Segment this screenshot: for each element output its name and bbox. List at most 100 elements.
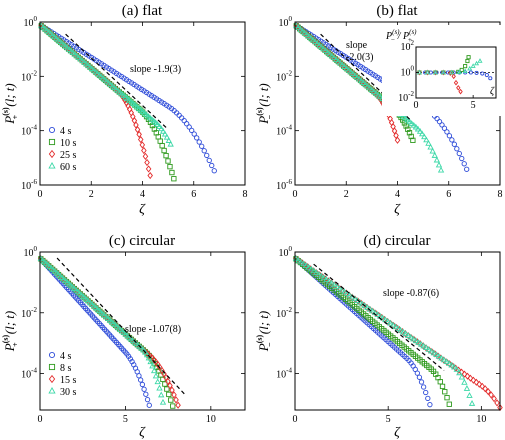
inset-data-point — [468, 70, 473, 75]
data-point — [165, 137, 172, 143]
data-point — [368, 86, 376, 93]
data-point — [170, 403, 176, 409]
data-point — [406, 130, 413, 136]
series-4s — [293, 256, 433, 408]
data-point — [337, 59, 344, 66]
data-point — [204, 152, 210, 159]
data-point — [463, 385, 471, 391]
data-point — [199, 143, 205, 149]
data-point — [338, 286, 346, 293]
data-point — [333, 283, 340, 289]
inset-series-60s — [416, 58, 483, 75]
data-point — [189, 127, 195, 134]
legend-label: 60 s — [60, 162, 77, 173]
data-point — [476, 380, 483, 388]
data-point — [377, 93, 384, 100]
legend-marker — [48, 386, 56, 394]
data-point — [479, 382, 486, 390]
data-point — [166, 391, 172, 398]
y-tick-label: 100 — [279, 15, 293, 29]
data-point — [159, 143, 165, 149]
data-point — [423, 136, 430, 143]
x-tick-label: 0 — [38, 414, 43, 425]
data-point — [427, 402, 433, 408]
data-point — [417, 340, 425, 347]
legend-label: 10 s — [60, 138, 77, 149]
data-point — [159, 398, 167, 405]
data-point — [414, 370, 420, 376]
slope-annotation: slope -0.87(6) — [383, 288, 439, 299]
data-point — [179, 115, 185, 121]
x-tick-label: 2 — [344, 189, 349, 200]
data-point — [173, 396, 179, 404]
data-point — [448, 361, 455, 368]
data-point — [423, 389, 429, 396]
data-point — [341, 63, 348, 69]
data-point — [416, 127, 424, 134]
data-point — [297, 25, 304, 32]
inset-data-point — [458, 88, 463, 95]
data-point — [167, 163, 173, 170]
data-point — [316, 41, 323, 48]
data-point — [356, 75, 363, 82]
y-axis-label: P(s)+(l; t) — [1, 311, 20, 352]
inset-data-point — [462, 68, 468, 73]
x-tick-label: 0 — [38, 189, 43, 200]
inset: 0 5 102 100 10-2 P(s) − / P(s) + ζ — [382, 25, 502, 116]
data-point — [446, 133, 453, 139]
legend-marker — [48, 351, 56, 359]
data-point — [184, 121, 190, 127]
y-axis-label: P(s)−(l; t) — [255, 311, 274, 352]
data-point — [435, 161, 443, 168]
x-tick-label: 8 — [498, 189, 503, 200]
data-point — [175, 401, 181, 409]
data-point — [461, 161, 467, 167]
inset-data-point — [465, 58, 470, 64]
data-point — [343, 64, 350, 71]
panel-title: (c) circular — [109, 233, 175, 249]
data-point — [401, 120, 408, 126]
panel-d: (d) circular 0 5 10 100 10-2 10-4 ζ P(s)−(l; t) s… — [255, 233, 503, 440]
data-point — [302, 262, 310, 268]
data-point — [464, 372, 471, 380]
legend-marker — [48, 138, 56, 146]
inset-data-point — [477, 58, 483, 63]
data-point — [330, 54, 338, 61]
slope-annotation: slope -2.0(3) — [346, 40, 374, 63]
data-point — [393, 131, 399, 140]
inset-data-point — [453, 79, 459, 86]
data-point — [144, 396, 151, 403]
data-point — [464, 166, 470, 172]
y-tick-label: 10-4 — [21, 124, 37, 138]
data-point — [467, 374, 474, 382]
data-point — [167, 382, 173, 390]
data-point — [351, 295, 358, 302]
series-30s — [37, 255, 167, 405]
data-point — [143, 391, 149, 397]
data-point — [158, 391, 165, 398]
inset-data-point — [470, 63, 476, 68]
data-point — [414, 125, 422, 132]
data-point — [150, 367, 158, 374]
data-point — [362, 80, 369, 87]
data-point — [168, 397, 174, 403]
legend-label: 8 s — [60, 363, 72, 374]
data-point — [163, 133, 171, 140]
data-point — [299, 27, 306, 34]
panel-title: (d) circular — [363, 233, 430, 249]
data-point — [397, 326, 404, 333]
data-point — [310, 267, 317, 274]
data-point — [156, 123, 163, 129]
data-point — [328, 52, 336, 59]
data-point — [408, 120, 415, 126]
inset-data-point — [432, 69, 438, 75]
inset-data-point — [474, 70, 479, 75]
data-point — [325, 277, 333, 284]
data-point — [300, 260, 307, 267]
legend-label: 15 s — [60, 375, 77, 386]
data-point — [428, 347, 435, 354]
series-25s — [38, 22, 153, 180]
data-point — [171, 391, 177, 399]
y-tick-label: 10-4 — [276, 367, 292, 381]
series-60s — [38, 22, 174, 147]
